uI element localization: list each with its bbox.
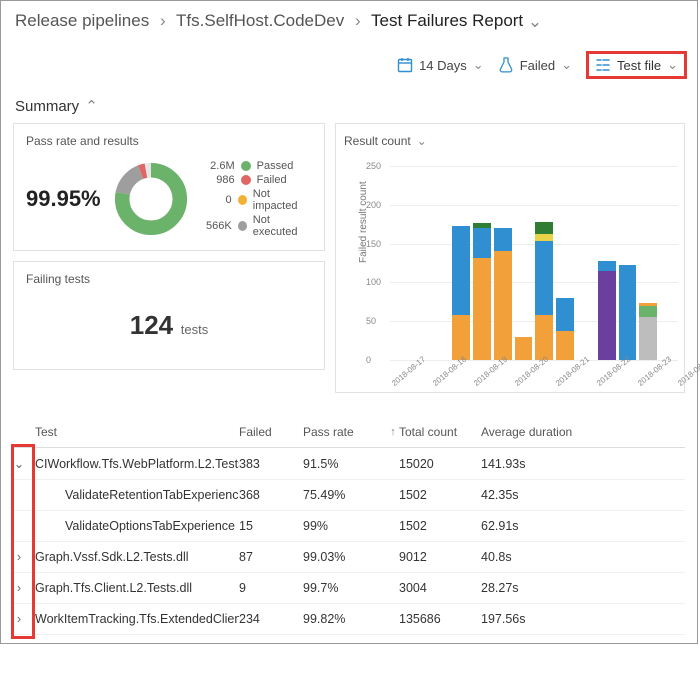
chevron-down-icon[interactable]: ⌄: [13, 456, 25, 471]
col-duration[interactable]: Average duration: [481, 425, 685, 439]
cell-total: 135686: [399, 612, 481, 626]
flask-icon: [498, 57, 514, 73]
failing-tests-card: Failing tests 124 tests: [13, 261, 325, 370]
chevron-down-icon: ⌄: [473, 57, 484, 73]
cell-failed: 234: [239, 612, 303, 626]
table-row[interactable]: ValidateRetentionTabExperienceForTfvcPro…: [13, 480, 685, 511]
cell-failed: 9: [239, 581, 303, 595]
breadcrumb-root[interactable]: Release pipelines: [15, 11, 149, 30]
cell-total: 15020: [399, 457, 481, 471]
col-test[interactable]: Test: [35, 425, 239, 439]
chart-bar: [452, 226, 470, 360]
cell-failed: 368: [239, 488, 303, 502]
chevron-right-icon[interactable]: ›: [13, 581, 25, 595]
legend-item: 2.6MPassed: [201, 160, 312, 172]
test-name: WorkItemTracking.Tfs.ExtendedClient.L2.T…: [35, 612, 239, 626]
cell-pass: 75.49%: [303, 488, 387, 502]
table-row[interactable]: › WorkItemTracking.Tfs.ExtendedClient.L2.…: [13, 604, 685, 635]
sort-asc-icon[interactable]: ↑: [387, 426, 399, 438]
breadcrumb-sep: ›: [355, 11, 361, 30]
filter-group-label: Test file: [617, 58, 661, 73]
summary-header[interactable]: Summary ⌃: [1, 89, 697, 123]
cell-total: 3004: [399, 581, 481, 595]
table-row[interactable]: ⌄ CIWorkflow.Tfs.WebPlatform.L2.Tests.dll…: [13, 448, 685, 480]
cell-pass: 99.03%: [303, 550, 387, 564]
chart-bar: [494, 228, 512, 360]
cell-pass: 99.7%: [303, 581, 387, 595]
breadcrumb-mid[interactable]: Tfs.SelfHost.CodeDev: [176, 11, 344, 30]
result-count-label: Result count: [344, 134, 411, 148]
chevron-down-icon: ⌄: [417, 134, 427, 148]
cell-pass: 99%: [303, 519, 387, 533]
chart-y-axis-label: Failed result count: [358, 181, 369, 263]
filter-outcome-label: Failed: [520, 58, 555, 73]
cell-failed: 15: [239, 519, 303, 533]
chart-bar: [535, 222, 553, 360]
col-passrate[interactable]: Pass rate: [303, 425, 387, 439]
chart-bar: [473, 223, 491, 360]
test-name: Graph.Vssf.Sdk.L2.Tests.dll: [35, 550, 239, 564]
chart-x-label: 2018-08-24: [676, 355, 700, 388]
cell-dur: 40.8s: [481, 550, 685, 564]
col-total[interactable]: Total count: [399, 425, 481, 439]
cell-dur: 42.35s: [481, 488, 685, 502]
table-header: Test Failed Pass rate ↑ Total count Aver…: [13, 417, 685, 448]
breadcrumb: Release pipelines › Tfs.SelfHost.CodeDev…: [1, 1, 697, 37]
filter-date-range[interactable]: 14 Days ⌄: [397, 57, 484, 73]
pass-rate-pct: 99.95%: [26, 186, 101, 212]
chevron-down-icon: ⌄: [667, 57, 678, 73]
donut-chart: [113, 161, 189, 237]
test-name: Graph.Tfs.Client.L2.Tests.dll: [35, 581, 239, 595]
failing-tests-unit: tests: [181, 322, 208, 337]
result-count-card: Result count ⌄ Failed result count 05010…: [335, 123, 685, 393]
cell-pass: 91.5%: [303, 457, 387, 471]
chart-bar: [619, 265, 637, 360]
breadcrumb-sep: ›: [160, 11, 166, 30]
cell-total: 9012: [399, 550, 481, 564]
pass-rate-card: Pass rate and results 99.95% 2.6MPassed 9…: [13, 123, 325, 251]
pass-rate-legend: 2.6MPassed 986Failed 0Not impacted566KNot …: [201, 158, 312, 240]
table-row[interactable]: › Graph.Vssf.Sdk.L2.Tests.dll8799.03% 9012…: [13, 542, 685, 573]
chevron-up-icon: ⌃: [85, 97, 98, 115]
col-failed[interactable]: Failed: [239, 425, 303, 439]
result-count-title[interactable]: Result count ⌄: [344, 134, 680, 148]
chevron-down-icon[interactable]: ⌄: [528, 12, 542, 32]
pass-rate-title: Pass rate and results: [26, 134, 312, 148]
cell-total: 1502: [399, 519, 481, 533]
cell-failed: 87: [239, 550, 303, 564]
legend-item: 0Not impacted: [201, 188, 312, 212]
table-row[interactable]: › Graph.Tfs.Client.L2.Tests.dll999.7% 3004…: [13, 573, 685, 604]
chevron-right-icon[interactable]: ›: [13, 612, 25, 626]
chevron-down-icon: ⌄: [561, 57, 572, 73]
breadcrumb-leaf[interactable]: Test Failures Report: [371, 11, 523, 30]
chart-bar: [639, 303, 657, 360]
cell-dur: 141.93s: [481, 457, 685, 471]
test-name: ValidateOptionsTabExperience: [35, 519, 239, 533]
filter-outcome[interactable]: Failed ⌄: [498, 57, 572, 73]
filter-date-label: 14 Days: [419, 58, 467, 73]
failing-tests-title: Failing tests: [26, 272, 312, 286]
cell-failed: 383: [239, 457, 303, 471]
test-name: CIWorkflow.Tfs.WebPlatform.L2.Tests.dll: [35, 457, 239, 471]
cell-dur: 197.56s: [481, 612, 685, 626]
table-row[interactable]: ValidateOptionsTabExperience1599% 150262.…: [13, 511, 685, 542]
chart-bar: [598, 261, 616, 360]
summary-label: Summary: [15, 98, 79, 115]
legend-item: 566KNot executed: [201, 214, 312, 238]
test-name: ValidateRetentionTabExperienceForTfvcPro…: [35, 488, 239, 502]
calendar-icon: [397, 57, 413, 73]
failing-tests-count: 124: [130, 310, 173, 340]
cell-dur: 28.27s: [481, 581, 685, 595]
group-icon: [595, 57, 611, 73]
cell-dur: 62.91s: [481, 519, 685, 533]
legend-item: 986Failed: [201, 174, 312, 186]
chevron-right-icon[interactable]: ›: [13, 550, 25, 564]
test-table: Test Failed Pass rate ↑ Total count Aver…: [13, 417, 685, 635]
chart-bar: [556, 298, 574, 360]
cell-pass: 99.82%: [303, 612, 387, 626]
cell-total: 1502: [399, 488, 481, 502]
chart-bar: [515, 337, 533, 360]
result-count-chart: Failed result count 0501001502002502018-…: [370, 158, 680, 388]
filter-group-by[interactable]: Test file ⌄: [586, 51, 687, 79]
